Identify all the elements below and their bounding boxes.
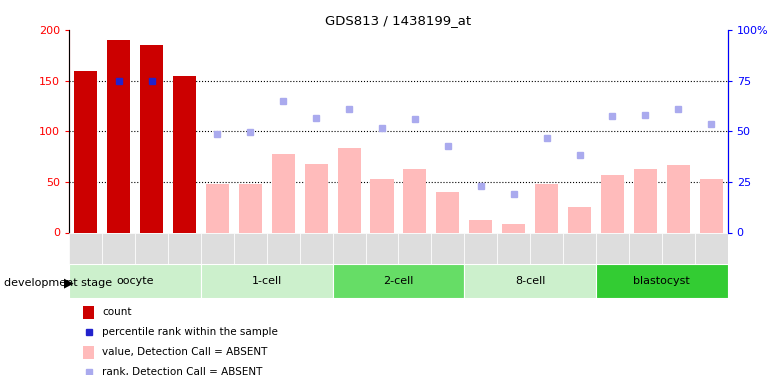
Bar [700, 179, 723, 232]
Text: value, Detection Call = ABSENT: value, Detection Call = ABSENT [102, 347, 268, 357]
Bar [399, 232, 431, 264]
Text: count: count [102, 307, 132, 317]
Bar [437, 192, 460, 232]
Bar [136, 232, 168, 264]
Text: ▶: ▶ [64, 277, 74, 290]
Bar [74, 70, 97, 232]
Text: 1-cell: 1-cell [252, 276, 282, 286]
Text: 2-cell: 2-cell [383, 276, 413, 286]
Bar [69, 232, 102, 264]
Bar [173, 76, 196, 232]
Bar [531, 232, 563, 264]
Bar [168, 232, 201, 264]
Bar [333, 264, 464, 298]
Bar [634, 169, 657, 232]
Bar [662, 232, 695, 264]
Title: GDS813 / 1438199_at: GDS813 / 1438199_at [326, 15, 471, 27]
Bar [431, 232, 464, 264]
Text: 8-cell: 8-cell [515, 276, 545, 286]
Bar [596, 232, 629, 264]
Text: percentile rank within the sample: percentile rank within the sample [102, 327, 278, 337]
Bar [201, 232, 234, 264]
Text: development stage: development stage [4, 278, 112, 288]
Bar [267, 232, 300, 264]
Bar [464, 264, 596, 298]
Bar [333, 232, 366, 264]
Bar [568, 207, 591, 232]
Bar [629, 232, 662, 264]
Bar [300, 232, 333, 264]
Bar [601, 175, 624, 232]
Bar [234, 232, 267, 264]
Bar [464, 232, 497, 264]
Bar [563, 232, 596, 264]
Bar [69, 264, 201, 298]
Bar [82, 306, 95, 319]
Bar [239, 184, 262, 232]
Bar [201, 264, 333, 298]
Text: oocyte: oocyte [116, 276, 154, 286]
Bar [695, 232, 728, 264]
Bar [403, 169, 427, 232]
Bar [596, 264, 728, 298]
Bar [140, 45, 163, 232]
Bar [82, 346, 95, 358]
Bar [206, 184, 229, 232]
Text: blastocyst: blastocyst [634, 276, 690, 286]
Bar [337, 148, 360, 232]
Text: rank, Detection Call = ABSENT: rank, Detection Call = ABSENT [102, 367, 263, 375]
Bar [102, 232, 136, 264]
Bar [107, 40, 130, 232]
Bar [370, 179, 393, 232]
Bar [667, 165, 690, 232]
Bar [469, 220, 492, 232]
Bar [366, 232, 399, 264]
Bar [497, 232, 531, 264]
Bar [305, 164, 328, 232]
Bar [535, 184, 558, 232]
Bar [272, 153, 295, 232]
Bar [502, 224, 525, 232]
